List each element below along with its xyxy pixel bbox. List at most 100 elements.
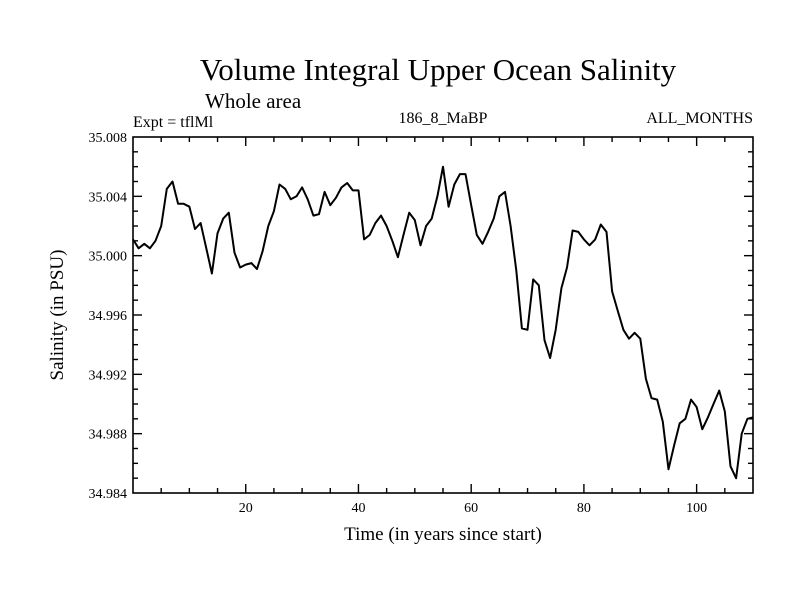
data-point — [527, 329, 529, 331]
axis-tick-labels: 20 40 60 80 100 34.984 34.988 34.992 34.996 35.00… — [89, 131, 708, 516]
data-point — [606, 231, 608, 233]
series-points — [132, 166, 754, 480]
data-point — [341, 186, 343, 188]
data-point — [200, 222, 202, 224]
data-point — [177, 203, 179, 205]
data-point — [290, 198, 292, 200]
data-point — [634, 332, 636, 334]
x-axis-label: Time (in years since start) — [344, 524, 542, 545]
data-point — [312, 215, 314, 217]
data-point — [267, 225, 269, 227]
data-point — [335, 197, 337, 199]
data-point — [358, 189, 360, 191]
data-point — [183, 203, 185, 205]
data-point — [560, 287, 562, 289]
data-point — [459, 173, 461, 175]
data-point — [476, 234, 478, 236]
data-point — [138, 247, 140, 249]
data-point — [307, 198, 309, 200]
data-point — [149, 247, 151, 249]
data-point — [448, 206, 450, 208]
data-point — [414, 219, 416, 221]
data-point — [696, 406, 698, 408]
data-point — [662, 421, 664, 423]
data-point — [296, 195, 298, 197]
data-point — [622, 329, 624, 331]
data-point — [465, 173, 467, 175]
plot-frame — [132, 136, 754, 494]
data-point — [250, 262, 252, 264]
data-point — [273, 210, 275, 212]
data-point — [194, 228, 196, 230]
data-point — [301, 186, 303, 188]
data-point — [482, 243, 484, 245]
data-point — [374, 222, 376, 224]
data-point — [521, 327, 523, 329]
data-point — [279, 184, 281, 186]
x-tick-label: 40 — [351, 501, 365, 516]
data-point — [498, 195, 500, 197]
data-point — [628, 338, 630, 340]
x-tick-label: 60 — [464, 501, 478, 516]
data-point — [600, 224, 602, 226]
data-point — [324, 191, 326, 193]
data-point — [724, 410, 726, 412]
y-axis-label: Salinity (in PSU) — [47, 250, 68, 381]
data-point — [718, 390, 720, 392]
data-point — [217, 232, 219, 234]
data-point — [346, 182, 348, 184]
data-point — [544, 339, 546, 341]
data-point — [493, 218, 495, 220]
x-tick-label: 100 — [686, 501, 707, 516]
data-point — [701, 428, 703, 430]
data-point — [656, 399, 658, 401]
data-point — [617, 310, 619, 312]
y-tick-label: 35.004 — [89, 190, 128, 205]
data-point — [380, 215, 382, 217]
data-point — [329, 204, 331, 206]
data-point — [211, 273, 213, 275]
data-point — [205, 247, 207, 249]
data-point — [651, 397, 653, 399]
data-point — [611, 290, 613, 292]
experiment-label: Expt = tflMl — [133, 114, 214, 131]
data-point — [431, 218, 433, 220]
axis-ticks — [133, 137, 753, 493]
data-point — [222, 218, 224, 220]
data-point — [453, 184, 455, 186]
data-point — [684, 418, 686, 420]
data-point — [155, 240, 157, 242]
y-tick-label: 34.996 — [89, 309, 128, 324]
data-point — [239, 267, 241, 269]
run-id-label: 186_8_MaBP — [399, 110, 488, 127]
data-point — [679, 422, 681, 424]
y-tick-label: 35.008 — [89, 131, 128, 146]
data-point — [363, 238, 365, 240]
plot-area: 20 40 60 80 100 34.984 34.988 34.992 34.996 35.00… — [89, 131, 754, 516]
data-point — [752, 416, 754, 418]
salinity-series-line — [132, 165, 754, 480]
data-point — [577, 231, 579, 233]
data-point — [408, 212, 410, 214]
data-point — [228, 212, 230, 214]
data-point — [132, 238, 134, 240]
data-point — [262, 250, 264, 252]
y-tick-label: 34.988 — [89, 428, 128, 443]
data-point — [143, 243, 145, 245]
data-point — [730, 465, 732, 467]
data-point — [397, 256, 399, 258]
chart-title: Volume Integral Upper Ocean Salinity — [200, 52, 677, 87]
data-point — [234, 252, 236, 254]
data-point — [639, 338, 641, 340]
data-point — [668, 468, 670, 470]
data-point — [549, 357, 551, 359]
data-point — [487, 231, 489, 233]
data-point — [172, 181, 174, 183]
data-point — [532, 278, 534, 280]
data-point — [746, 418, 748, 420]
data-point — [386, 225, 388, 227]
data-point — [188, 206, 190, 208]
data-point — [594, 238, 596, 240]
data-point — [735, 477, 737, 479]
data-point — [245, 264, 247, 266]
